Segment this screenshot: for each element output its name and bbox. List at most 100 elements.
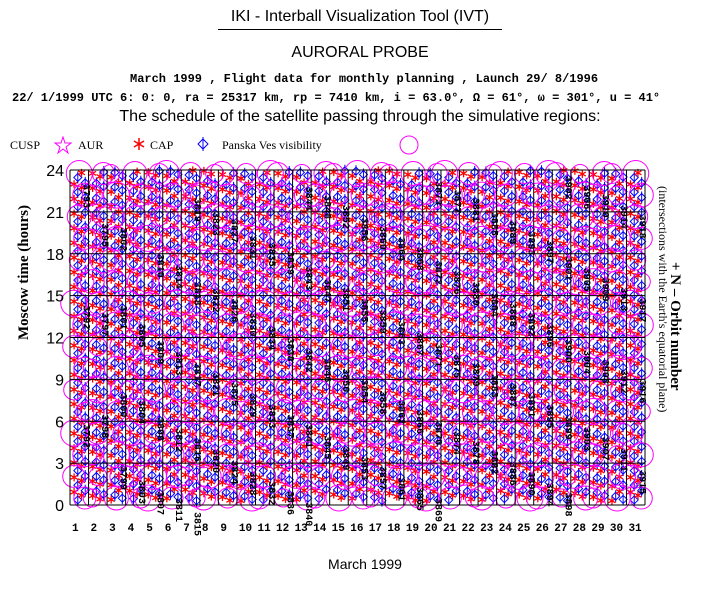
aur-asterisk-stroke [70, 298, 78, 305]
legend-cap-label: CAP [150, 138, 174, 152]
aur-asterisk-mark [318, 387, 327, 396]
aur-asterisk-mark [170, 411, 179, 420]
aur-asterisk-mark [255, 297, 264, 306]
aur-asterisk-stroke [70, 225, 78, 231]
aur-asterisk-mark [292, 217, 301, 226]
aur-asterisk-mark [311, 296, 320, 305]
aur-asterisk-mark [207, 492, 216, 501]
aur-asterisk-mark [281, 451, 290, 460]
aur-asterisk-mark [70, 194, 78, 203]
aur-asterisk-stroke [70, 342, 78, 349]
aur-asterisk-mark [274, 227, 282, 236]
aur-asterisk-mark [163, 230, 171, 239]
aur-asterisk-mark [311, 457, 320, 466]
aur-asterisk-stroke [70, 254, 78, 261]
aur-asterisk-mark [318, 475, 327, 484]
aur-asterisk-mark [300, 471, 308, 480]
aur-asterisk-mark [151, 317, 160, 326]
orbit-elements-line: 22/ 1/1999 UTC 6: 0: 0, ra = 25317 km, r… [12, 91, 661, 105]
cap-diamond-mark [247, 449, 257, 462]
aur-asterisk-mark [163, 215, 171, 224]
aur-asterisk-mark [329, 256, 338, 265]
aur-asterisk-mark [318, 255, 327, 264]
aur-asterisk-mark [337, 405, 345, 414]
aur-asterisk-mark [151, 391, 160, 400]
cap-diamond-mark [73, 230, 83, 243]
cap-diamond-mark [117, 257, 128, 270]
aur-asterisk-mark [96, 392, 104, 401]
cap-diamond-mark [117, 448, 128, 461]
aur-asterisk-mark [255, 429, 264, 438]
aur-asterisk-mark [125, 340, 134, 349]
aur-asterisk-mark [329, 490, 338, 499]
aur-asterisk-mark [70, 253, 78, 262]
aur-asterisk-mark [226, 496, 234, 505]
aur-asterisk-icon [133, 138, 145, 150]
legend-cusp-label: CUSP [10, 138, 41, 152]
cap-diamond-mark [80, 338, 90, 351]
cap-diamond-mark [117, 492, 128, 505]
aur-asterisk-stroke [77, 170, 86, 176]
aur-asterisk-mark [207, 170, 216, 179]
aur-asterisk-mark [337, 435, 345, 444]
aur-asterisk-mark [163, 318, 171, 327]
aur-asterisk-mark [114, 456, 123, 465]
legend-visibility-label: Panska Ves visibility [222, 138, 322, 152]
aur-asterisk-mark [70, 400, 78, 409]
aur-asterisk-mark [70, 385, 78, 394]
cap-diamond-mark [173, 300, 183, 313]
aur-asterisk-mark [226, 188, 234, 197]
aur-asterisk-mark [107, 451, 115, 460]
aur-asterisk-mark [163, 186, 171, 195]
aur-asterisk-mark [207, 184, 216, 193]
aur-asterisk-mark [200, 386, 208, 395]
aur-asterisk-mark [337, 493, 345, 502]
aur-asterisk-mark [107, 275, 115, 284]
chart-subtitle: The schedule of the satellite passing th… [119, 108, 601, 125]
aur-asterisk-mark [181, 251, 190, 260]
aur-asterisk-mark [226, 276, 234, 285]
cap-diamond-mark [73, 449, 83, 462]
aur-asterisk-mark [200, 474, 208, 483]
aur-asterisk-mark [218, 493, 227, 502]
cap-diamond-mark [73, 420, 83, 433]
aur-asterisk-mark [144, 256, 153, 265]
aur-asterisk-stroke [70, 386, 78, 392]
aur-asterisk-mark [207, 345, 216, 354]
cusp-star-icon [54, 136, 72, 154]
title-underline [218, 29, 502, 30]
aur-asterisk-mark [88, 213, 97, 222]
aur-asterisk-mark [77, 212, 86, 221]
cap-diamond-mark [117, 184, 128, 197]
cap-diamond-mark [80, 279, 90, 292]
aur-asterisk-mark [207, 316, 216, 325]
cap-diamond-mark [191, 480, 202, 493]
cap-diamond-mark [73, 362, 83, 375]
aur-asterisk-mark [274, 315, 282, 324]
cap-diamond-mark [73, 391, 83, 404]
aur-asterisk-mark [133, 255, 141, 264]
aur-asterisk-mark [255, 385, 264, 394]
aur-asterisk-mark [263, 212, 271, 221]
aur-asterisk-mark [170, 191, 179, 200]
aur-asterisk-mark [337, 229, 345, 238]
aur-asterisk-stroke [70, 357, 78, 363]
cap-diamond-mark [73, 303, 83, 316]
aur-asterisk-stroke [70, 240, 78, 246]
aur-asterisk-mark [348, 171, 357, 180]
aur-asterisk-mark [292, 363, 301, 372]
chart-marks [60, 159, 654, 512]
aur-asterisk-mark [188, 342, 197, 351]
aur-asterisk-mark [311, 472, 320, 481]
aur-asterisk-mark [70, 268, 78, 277]
cap-diamond-mark [303, 213, 313, 226]
aur-asterisk-mark [244, 209, 253, 218]
aur-asterisk-mark [114, 193, 123, 202]
aur-asterisk-mark [144, 387, 153, 396]
aur-asterisk-mark [218, 317, 227, 326]
aur-asterisk-mark [70, 341, 78, 350]
aur-asterisk-mark [77, 256, 86, 265]
aur-asterisk-mark [133, 211, 141, 220]
aur-asterisk-mark [281, 363, 290, 372]
